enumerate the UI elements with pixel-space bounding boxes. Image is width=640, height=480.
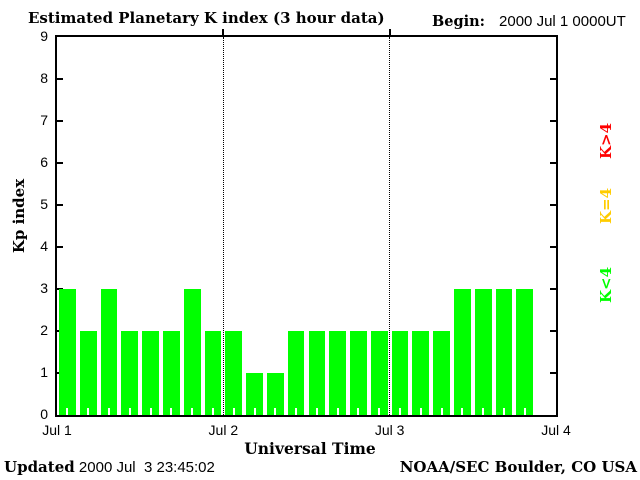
y-tick-label: 2	[40, 322, 48, 338]
hour-tick	[211, 408, 214, 415]
hour-tick	[191, 408, 194, 415]
kp-bar	[433, 331, 451, 415]
day-boundary-tick	[388, 29, 391, 37]
kp-bar	[59, 289, 76, 415]
kp-bar	[495, 289, 513, 415]
hour-tick	[149, 408, 152, 415]
x-tick-label: Jul 3	[374, 422, 405, 438]
begin-label: Begin:	[432, 13, 486, 30]
hour-tick	[378, 408, 381, 415]
kp-bar	[246, 373, 263, 415]
kp-bar	[454, 289, 471, 415]
hour-tick	[523, 408, 526, 415]
hour-tick	[482, 408, 485, 415]
kp-bar	[183, 289, 201, 415]
x-axis-title: Universal Time	[244, 439, 376, 458]
hour-tick	[253, 408, 256, 415]
updated-info: Updated 2000 Jul 3 23:45:02	[4, 458, 215, 476]
legend-k-lt-4: K<4	[597, 266, 615, 304]
kp-bar	[142, 331, 159, 415]
legend-k-gt-4: K>4	[597, 122, 615, 160]
begin-value: 2000 Jul 1 0000UT	[499, 13, 626, 30]
kp-bar	[121, 331, 139, 415]
y-tick-right	[550, 78, 556, 80]
kp-bar	[412, 331, 430, 415]
begin-info: Begin: 2000 Jul 1 0000UT	[432, 13, 626, 30]
updated-timestamp: 2000 Jul 3 23:45:02	[74, 459, 215, 476]
hour-tick	[128, 408, 131, 415]
hour-tick	[295, 408, 298, 415]
legend-k-eq-4: K=4	[597, 187, 615, 225]
y-tick-left	[57, 162, 63, 164]
hour-tick	[232, 408, 235, 415]
hour-tick	[461, 408, 464, 415]
kp-bar	[391, 331, 409, 415]
kp-bar	[79, 331, 97, 415]
y-tick-left	[57, 246, 63, 248]
x-tick-label: Jul 4	[541, 422, 571, 438]
kp-bar	[308, 331, 326, 415]
x-tick-label: Jul 2	[208, 422, 239, 438]
hour-tick	[419, 408, 422, 415]
plot-area	[55, 35, 558, 417]
hour-tick	[315, 408, 318, 415]
day-boundary-line	[389, 37, 391, 415]
y-tick-label: 6	[40, 154, 48, 170]
hour-tick	[399, 408, 402, 415]
hour-tick	[274, 408, 277, 415]
y-tick-label: 9	[40, 28, 48, 44]
hour-tick	[503, 408, 506, 415]
y-tick-right	[550, 120, 556, 122]
y-tick-left	[57, 120, 63, 122]
y-tick-right	[550, 246, 556, 248]
y-tick-label: 1	[40, 364, 48, 380]
kp-bar	[287, 331, 305, 415]
source-credit: NOAA/SEC Boulder, CO USA	[399, 458, 637, 476]
y-tick-right	[550, 204, 556, 206]
y-tick-label: 5	[40, 196, 48, 212]
y-tick-right	[550, 330, 556, 332]
hour-tick	[357, 408, 360, 415]
y-tick-right	[550, 372, 556, 374]
kp-bar	[516, 289, 534, 415]
y-tick-label: 0	[40, 406, 48, 422]
kp-bar	[370, 331, 388, 415]
y-tick-right	[550, 288, 556, 290]
y-tick-left	[57, 78, 63, 80]
kp-bar	[474, 289, 492, 415]
hour-tick	[87, 408, 90, 415]
hour-tick	[440, 408, 443, 415]
day-boundary-tick	[222, 29, 225, 37]
hour-tick	[336, 408, 339, 415]
chart-title: Estimated Planetary K index (3 hour data…	[28, 9, 385, 27]
y-tick-left	[57, 204, 63, 206]
x-tick-label: Jul 1	[42, 422, 72, 438]
day-boundary-line	[222, 37, 224, 415]
y-tick-label: 4	[40, 238, 48, 254]
kp-bar	[266, 373, 284, 415]
hour-tick	[170, 408, 173, 415]
hour-tick	[66, 408, 69, 415]
kp-bar	[162, 331, 180, 415]
y-tick-label: 8	[40, 70, 48, 86]
kp-bar	[100, 289, 118, 415]
y-tick-label: 3	[40, 280, 48, 296]
kp-bar	[350, 331, 367, 415]
y-tick-label: 7	[40, 112, 48, 128]
updated-label: Updated	[4, 458, 75, 476]
kp-bar	[204, 331, 222, 415]
y-tick-right	[550, 162, 556, 164]
hour-tick	[107, 408, 110, 415]
kp-bar	[329, 331, 347, 415]
kp-bar	[225, 331, 243, 415]
